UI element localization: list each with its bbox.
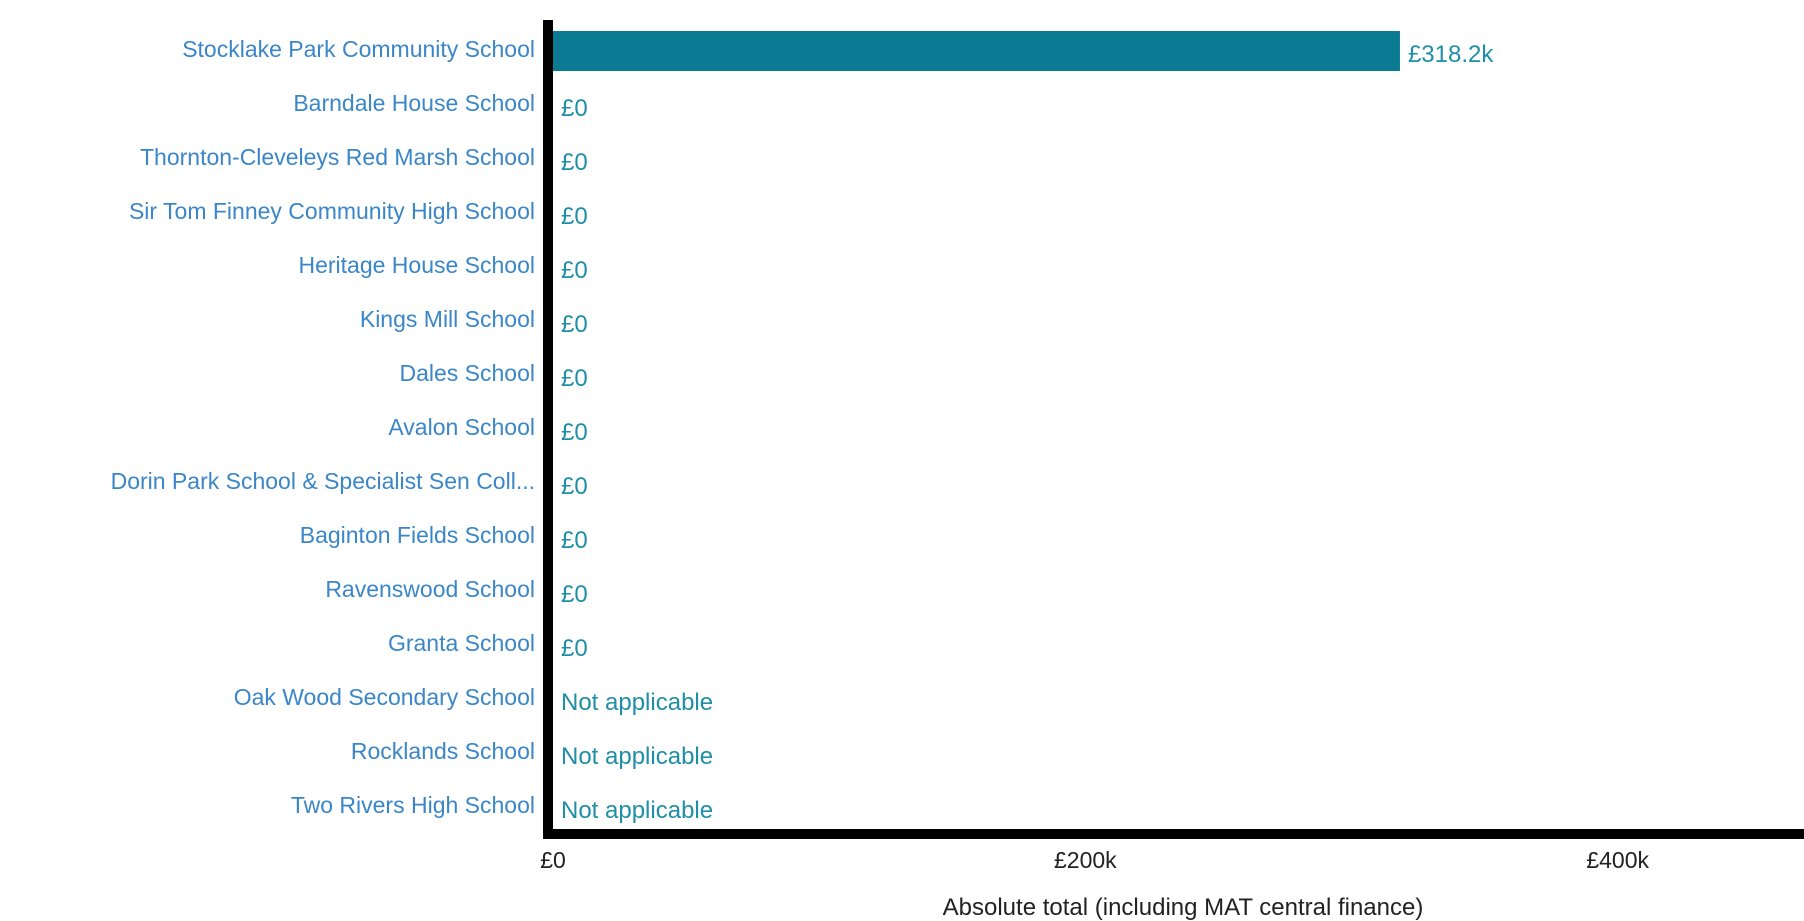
category-label-link[interactable]: Rocklands School xyxy=(351,738,535,764)
category-labels: Stocklake Park Community School Barndale … xyxy=(111,36,535,818)
x-tick-label: £400k xyxy=(1586,847,1649,873)
value-label: Not applicable xyxy=(561,743,713,770)
value-label: £0 xyxy=(561,527,588,554)
value-label: Not applicable xyxy=(561,797,713,824)
x-tick-label: £0 xyxy=(540,847,566,873)
x-axis-title: Absolute total (including MAT central fi… xyxy=(943,894,1424,921)
category-label-link[interactable]: Ravenswood School xyxy=(325,576,535,602)
value-label: £0 xyxy=(561,149,588,176)
category-label-link[interactable]: Two Rivers High School xyxy=(291,792,535,818)
category-label-link[interactable]: Stocklake Park Community School xyxy=(182,36,535,62)
category-label-link[interactable]: Heritage House School xyxy=(298,252,535,278)
category-label-link[interactable]: Sir Tom Finney Community High School xyxy=(129,198,535,224)
value-label: £318.2k xyxy=(1408,41,1494,68)
category-label-link[interactable]: Dorin Park School & Specialist Sen Coll.… xyxy=(111,468,535,494)
value-label: £0 xyxy=(561,311,588,338)
value-labels: £318.2k £0 £0 £0 £0 £0 £0 £0 £0 £0 £0 £0 Not applica… xyxy=(561,41,1494,824)
value-label: £0 xyxy=(561,635,588,662)
value-label: £0 xyxy=(561,203,588,230)
category-label-link[interactable]: Barndale House School xyxy=(293,90,535,116)
value-label: Not applicable xyxy=(561,689,713,716)
value-label: £0 xyxy=(561,473,588,500)
bar[interactable] xyxy=(553,31,1400,71)
x-tick-labels: £0 £200k £400k xyxy=(540,847,1649,873)
category-label-link[interactable]: Thornton-Cleveleys Red Marsh School xyxy=(140,144,535,170)
value-label: £0 xyxy=(561,257,588,284)
category-label-link[interactable]: Avalon School xyxy=(388,414,535,440)
category-label-link[interactable]: Granta School xyxy=(388,630,535,656)
value-label: £0 xyxy=(561,581,588,608)
category-label-link[interactable]: Baginton Fields School xyxy=(300,522,535,548)
bars-layer xyxy=(553,31,1400,71)
category-label-link[interactable]: Oak Wood Secondary School xyxy=(234,684,535,710)
category-label-link[interactable]: Dales School xyxy=(399,360,535,386)
category-label-link[interactable]: Kings Mill School xyxy=(360,306,535,332)
value-label: £0 xyxy=(561,365,588,392)
value-label: £0 xyxy=(561,419,588,446)
value-label: £0 xyxy=(561,95,588,122)
axes xyxy=(543,20,1804,839)
x-tick-label: £200k xyxy=(1054,847,1117,873)
